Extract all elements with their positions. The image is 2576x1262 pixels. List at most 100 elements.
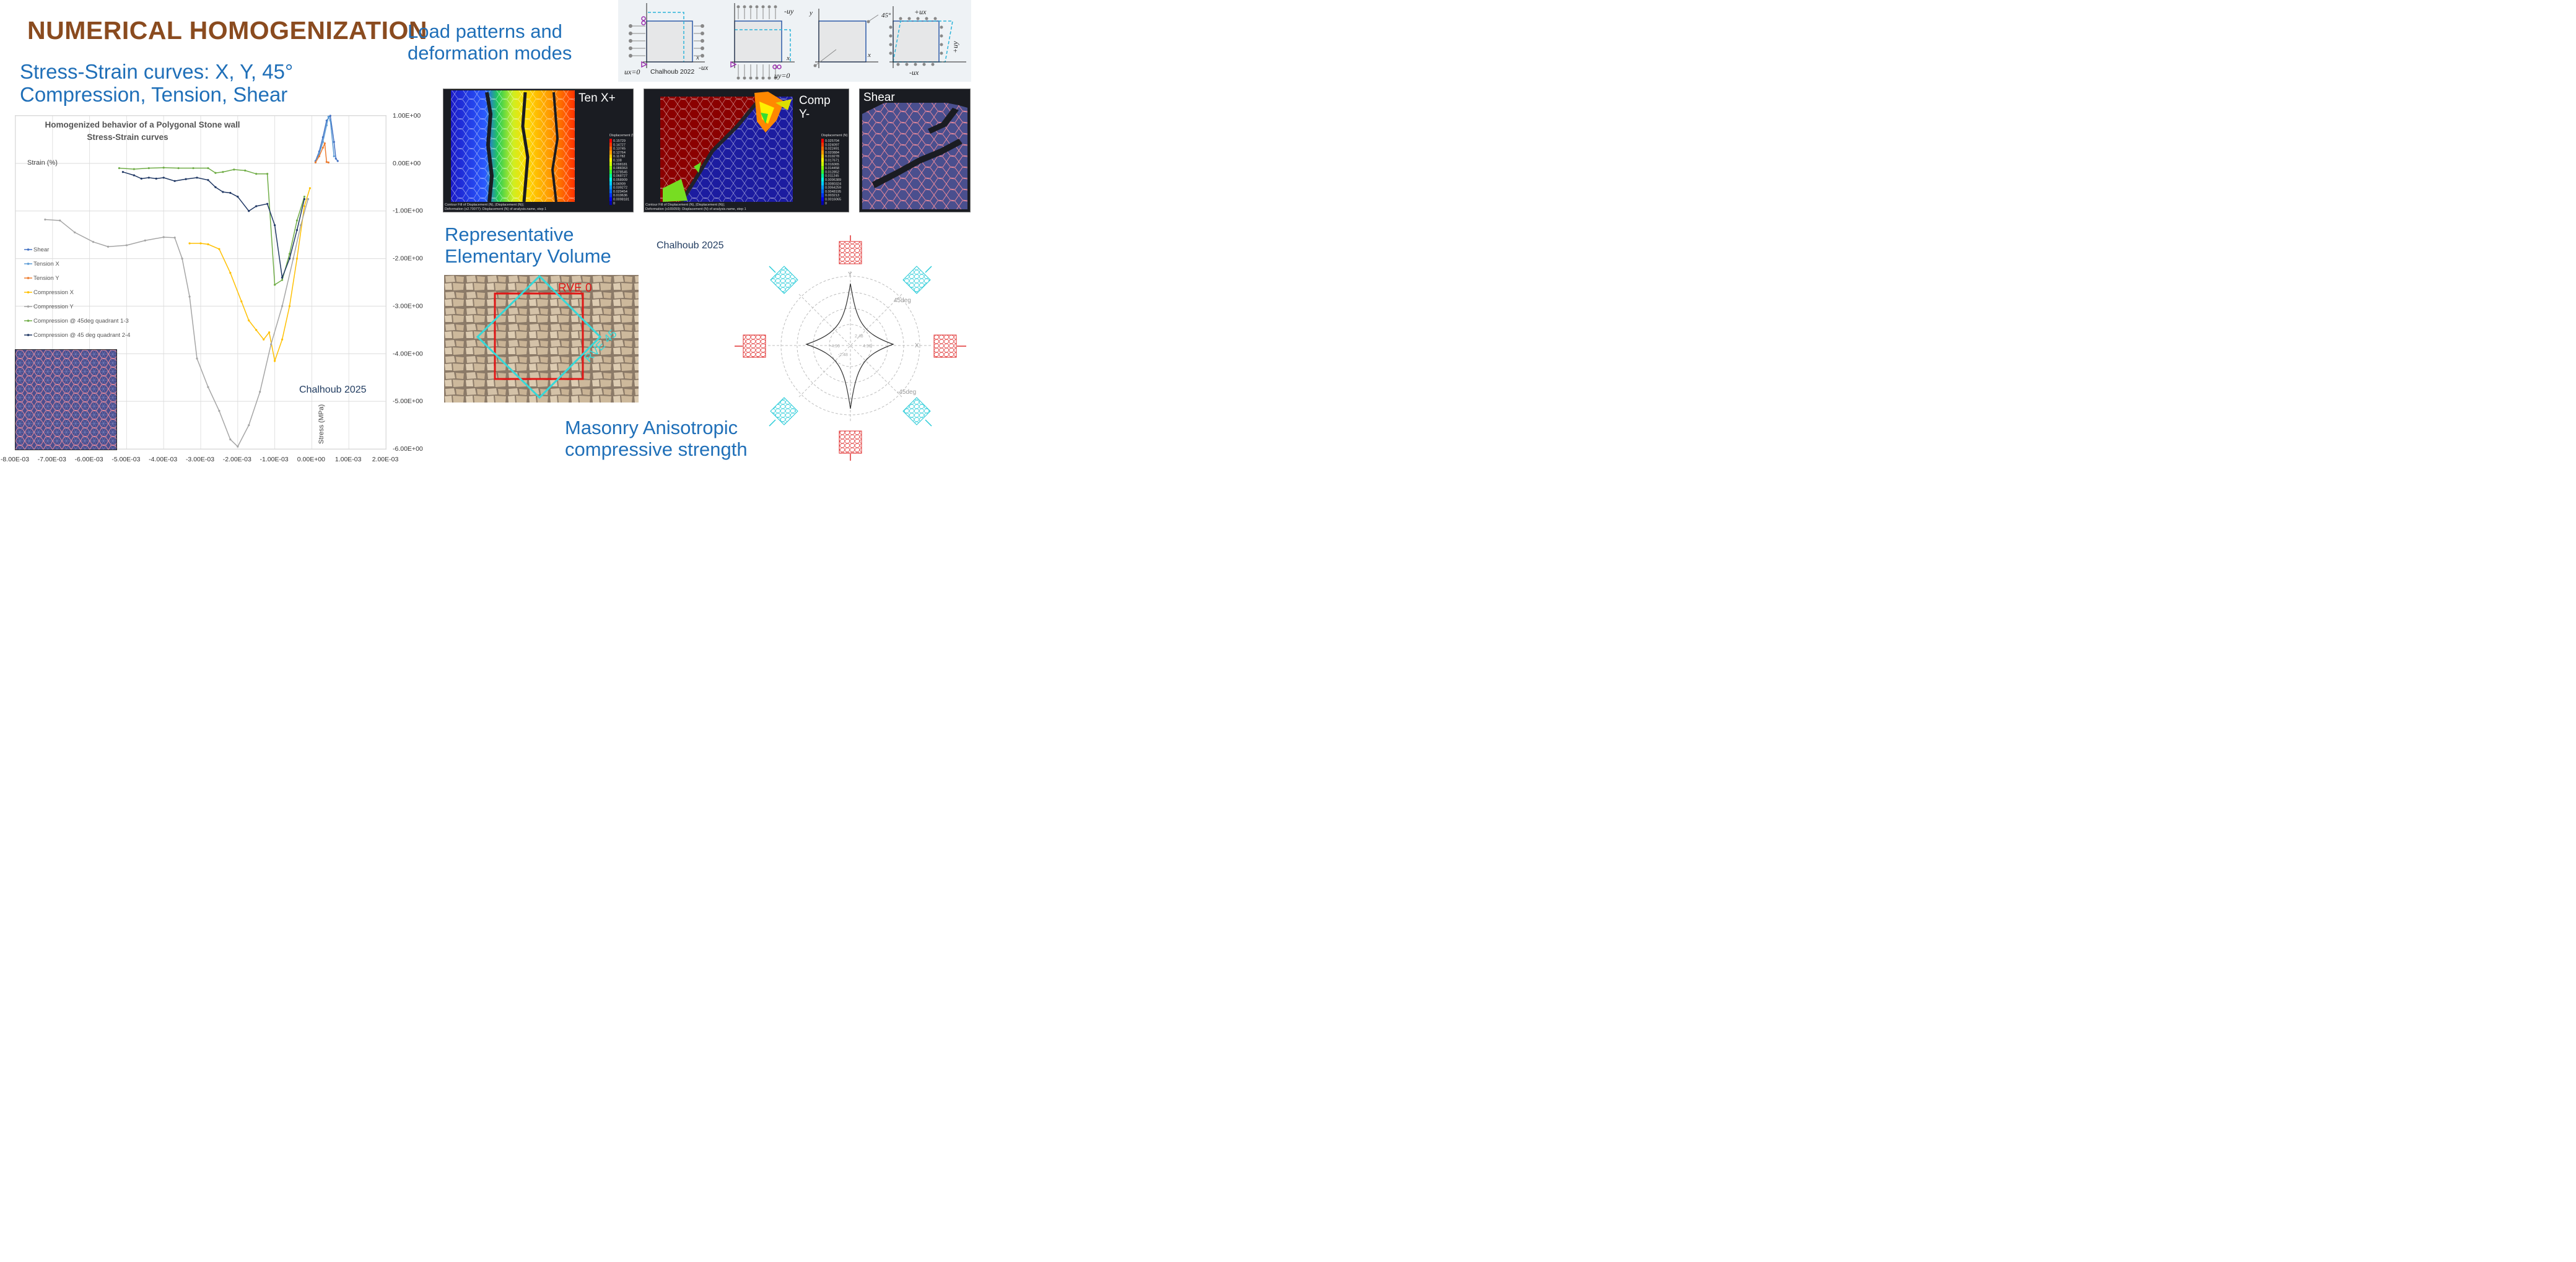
legend-value: 0.0096389: [825, 178, 841, 182]
data-point: [334, 157, 337, 160]
polar-neg45-label: -45deg: [897, 389, 916, 396]
data-point: [218, 409, 220, 412]
rve-credit: Chalhoub 2025: [657, 240, 724, 251]
rve0-label: RVE 0: [558, 282, 592, 295]
data-point: [274, 284, 276, 286]
x-tick-label: 2.00E-03: [372, 456, 399, 463]
legend-color-band: [609, 189, 612, 194]
legend-label: Compression Y: [33, 303, 74, 310]
legend-value: 0.024097: [825, 143, 839, 147]
data-point: [192, 167, 194, 170]
legend-value: 0.003213: [825, 194, 839, 198]
legend-color-band: [821, 146, 824, 150]
data-point: [307, 198, 310, 201]
chart-legend: Shear Tension X Tension Y Compression X Comp…: [24, 246, 130, 339]
legend-marker: [27, 263, 30, 265]
legend-color-band: [821, 166, 824, 170]
x-tick-label: -2.00E-03: [223, 456, 251, 463]
legend-value: 0.019278: [825, 155, 839, 159]
chart-subtitle: Stress-Strain curves: [87, 133, 168, 142]
legend-color-band: [821, 154, 824, 159]
tension-x-contour: Ten X+ Displacement (N)0.157290.147270.1…: [445, 90, 633, 211]
data-point: [44, 218, 46, 221]
legend-marker: [27, 320, 30, 322]
legend-value: 0.058909: [613, 178, 627, 182]
data-point: [162, 167, 165, 169]
legend-value: 0.0064259: [825, 186, 841, 190]
load-case-shear: +ux +uy -ux: [889, 6, 966, 77]
legend-color-band: [609, 197, 612, 201]
y-axis-label: Stress (MPa): [318, 404, 325, 444]
x-tick-label: -5.00E-03: [111, 456, 140, 463]
data-point: [270, 343, 273, 346]
rve-heading-line-1: Representative: [445, 224, 574, 245]
legend-color-band: [609, 162, 612, 167]
data-point: [133, 168, 135, 170]
data-point: [321, 141, 324, 143]
panel-tension-x: Ten X+ Displacement (N)0.157290.147270.1…: [443, 89, 634, 212]
legend-value: 0.0016065: [825, 198, 841, 202]
data-point: [295, 257, 299, 260]
legend-color-band: [821, 185, 824, 189]
cyan-sample-ur: [902, 266, 932, 294]
rve-heading-line-2: Elementary Volume: [445, 245, 611, 267]
legend-color-band: [609, 193, 612, 198]
data-point: [107, 245, 110, 248]
legend-value: 0.0048195: [825, 190, 841, 194]
legend-marker: [27, 305, 30, 308]
data-point: [323, 142, 326, 145]
legend-color-band: [609, 154, 612, 159]
legend-title: Displacement (N): [821, 134, 848, 137]
y-tick-label: 0.00E+00: [393, 160, 421, 167]
data-point: [295, 219, 299, 222]
data-point: [321, 146, 324, 149]
y-tick-label: -5.00E+00: [393, 398, 423, 405]
legend-value: 0.019636: [613, 194, 627, 198]
data-point: [244, 169, 247, 172]
polar-r-4: 4.96: [863, 344, 871, 349]
polar-r-3: 2.48: [855, 334, 863, 339]
x-tick-label: -6.00E-03: [75, 456, 103, 463]
polar-r-2: -2.48: [838, 353, 848, 357]
label-x-2: x: [786, 54, 790, 62]
legend-color-band: [609, 146, 612, 150]
legend-color-band: [609, 178, 612, 182]
data-point: [325, 160, 328, 163]
legend-value: 0.108: [613, 159, 622, 163]
x-tick-label: -7.00E-03: [38, 456, 66, 463]
panel-ten-x-title: Ten X+: [579, 92, 616, 105]
data-point: [327, 161, 330, 163]
panel-shear-title: Shear: [863, 91, 895, 104]
red-sample-bottom: [839, 430, 862, 461]
load-heading-line-1: Load patterns and: [408, 20, 562, 42]
data-point: [255, 329, 258, 331]
legend-value: 0.0098181: [613, 198, 629, 202]
polar-r-1: -4.96: [830, 344, 840, 349]
data-point: [59, 219, 61, 222]
legend-color-band: [609, 139, 612, 143]
legend-color-band: [609, 181, 612, 186]
legend-color-band: [821, 193, 824, 198]
legend-label: Tension Y: [33, 275, 59, 282]
anisotropic-strength-polar: X Y 45deg -45deg -4.96 -2.48 2.48 4.96: [735, 235, 966, 461]
cyan-sample-ul: [769, 266, 798, 294]
legend-value: 0.017671: [825, 159, 839, 163]
data-point: [281, 276, 284, 279]
data-point: [222, 191, 224, 193]
data-point: [74, 231, 76, 233]
data-point: [125, 244, 128, 246]
data-point: [144, 239, 146, 242]
load-patterns-strip: ux=0 -ux x Chalhoub 2022 -uy uy=0 x: [618, 0, 971, 82]
caption-ten-1: Contour Fill of Displacement (N), |Displ…: [445, 203, 525, 207]
legend-value: 0.022491: [825, 147, 839, 151]
panel-comp-y-title-2: Y-: [799, 108, 810, 121]
legend-marker: [27, 291, 30, 294]
data-point: [295, 228, 299, 232]
legend-color-band: [609, 185, 612, 189]
data-point: [263, 338, 265, 341]
data-point: [207, 167, 209, 170]
label-ux0: ux=0: [624, 67, 640, 76]
legend-value: 0.078545: [613, 170, 627, 174]
data-point: [303, 196, 306, 198]
data-point: [207, 243, 209, 246]
